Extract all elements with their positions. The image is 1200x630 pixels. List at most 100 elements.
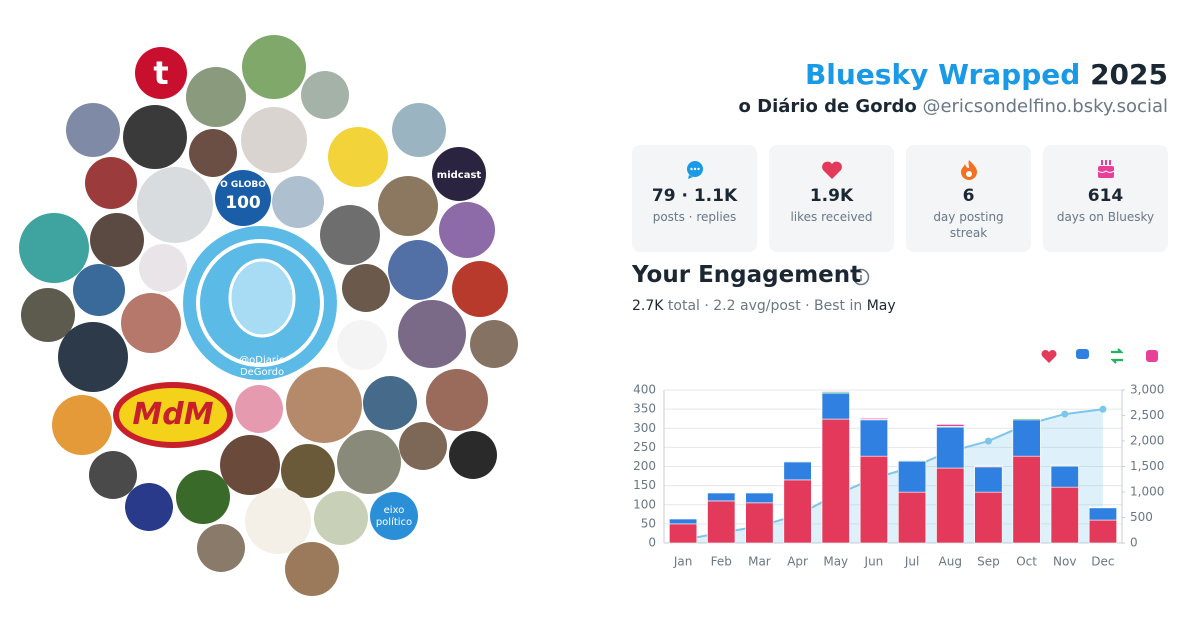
- avatar-text: eixo: [384, 505, 405, 516]
- legend: [1041, 348, 1158, 364]
- y2-tick-label: 500: [1130, 510, 1153, 524]
- avatar-text: 100: [225, 193, 261, 213]
- bar-segment: [745, 502, 774, 544]
- stat-card: 6 day posting streak: [906, 145, 1031, 252]
- avatar-cloud: t O GLOBO 100 midcast MdM eixo político …: [19, 35, 518, 596]
- x-tick-label: Sep: [977, 555, 1000, 569]
- x-tick-label: Apr: [787, 555, 808, 569]
- bar-segment: [1050, 465, 1079, 488]
- year: 2025: [1090, 58, 1168, 91]
- avatar-text: midcast: [437, 170, 482, 181]
- avatar-text: O GLOBO: [220, 180, 266, 190]
- icon: [822, 161, 842, 179]
- icon: [687, 161, 703, 179]
- x-tick-label: Nov: [1053, 555, 1076, 569]
- x-tick-label: May: [823, 555, 848, 569]
- stat-card: 79 · 1.1K posts · replies: [632, 145, 757, 252]
- y2-tick-label: 3,000: [1130, 383, 1164, 397]
- bar-segment: [821, 418, 850, 544]
- x-tick-label: Aug: [939, 555, 962, 569]
- icon: [961, 160, 977, 180]
- x-tick-label: Oct: [1016, 555, 1037, 569]
- display-name: o Diário de Gordo: [738, 96, 917, 117]
- line-point: [1099, 405, 1107, 413]
- y-tick-label: 50: [641, 516, 656, 530]
- x-tick-label: Dec: [1091, 555, 1114, 569]
- stat-label: day posting streak: [933, 210, 1004, 240]
- legend-icon: [1110, 348, 1124, 364]
- best-month: May: [866, 298, 896, 314]
- avatar-text: político: [376, 516, 412, 528]
- y2-tick-label: 0: [1130, 536, 1138, 550]
- stat-label: days on Bluesky: [1056, 210, 1155, 224]
- info-icon-dot: [860, 271, 862, 273]
- summary-text: total · 2.2 avg/post · Best in: [667, 298, 863, 314]
- bar-segment: [783, 461, 812, 481]
- bar-segment: [669, 518, 698, 525]
- bar-segment: [1050, 486, 1079, 544]
- x-tick-label: Feb: [711, 555, 732, 569]
- y-tick-label: 100: [633, 497, 656, 511]
- info-icon[interactable]: [852, 268, 870, 286]
- avatar-text: t: [153, 54, 168, 92]
- bar-segment: [974, 491, 1003, 544]
- y2-tick-label: 1,000: [1130, 485, 1164, 499]
- line-point: [1061, 410, 1069, 418]
- bar-segment: [1012, 419, 1041, 457]
- summary: 2.7K total · 2.2 avg/post · Best in May: [632, 298, 896, 314]
- y2-tick-label: 2,500: [1130, 408, 1164, 422]
- bar-segment: [859, 419, 888, 457]
- stat-card: 1.9K likes received: [769, 145, 894, 252]
- avatar-text: DeGordo: [240, 367, 284, 378]
- stat-card: 614 days on Bluesky: [1043, 145, 1168, 252]
- legend-icon: [1076, 349, 1089, 359]
- bar-segment: [859, 418, 888, 420]
- bar-segment: [1088, 519, 1117, 544]
- legend-icon: [1146, 350, 1158, 362]
- bar-segment: [707, 492, 736, 502]
- subtitle: o Diário de Gordo @ericsondelfino.bsky.s…: [739, 96, 1169, 117]
- bar-segment: [936, 426, 965, 469]
- y2-tick-label: 1,500: [1130, 459, 1164, 473]
- stat-label: likes received: [790, 210, 873, 224]
- x-tick-label: Jan: [673, 555, 693, 569]
- bar-segment: [707, 500, 736, 544]
- bar-segment: [1012, 455, 1041, 544]
- bar-segment: [936, 467, 965, 544]
- bar-segment: [859, 455, 888, 544]
- bar-segment: [898, 460, 927, 493]
- line-point: [984, 437, 992, 445]
- bar-segment: [936, 424, 965, 427]
- y-tick-label: 350: [633, 402, 656, 416]
- bar-segment: [974, 466, 1003, 493]
- avatar-text: @oDiario: [239, 355, 285, 366]
- y-tick-label: 0: [648, 536, 656, 550]
- y-tick-label: 200: [633, 459, 656, 473]
- icon: [1097, 160, 1115, 178]
- bar-segment: [783, 479, 812, 544]
- handle: @ericsondelfino.bsky.social: [922, 96, 1168, 117]
- bar-segment: [669, 523, 698, 544]
- y-tick-label: 250: [633, 440, 656, 454]
- stat-value: 614: [1087, 186, 1124, 206]
- chart: 0 50 100 150 200 250 300 350 400 0 500 1,000 1,500 2,…: [633, 383, 1164, 569]
- bar-segment: [821, 392, 850, 420]
- bar-segment: [1088, 507, 1117, 521]
- x-tick-label: Mar: [748, 555, 771, 569]
- y-tick-label: 150: [633, 478, 656, 492]
- y-tick-label: 400: [633, 383, 656, 397]
- x-tick-label: Jun: [864, 555, 884, 569]
- bar-segment: [745, 492, 774, 504]
- total: 2.7K: [632, 298, 664, 314]
- brand: Bluesky Wrapped: [804, 58, 1081, 91]
- y2-tick-label: 2,000: [1130, 434, 1164, 448]
- avatar-text: MdM: [132, 397, 213, 432]
- stat-value: 6: [962, 186, 975, 206]
- y-tick-label: 300: [633, 421, 656, 435]
- title: Bluesky Wrapped 2025: [805, 58, 1168, 91]
- legend-icon: [1041, 349, 1057, 363]
- x-tick-label: Jul: [904, 555, 919, 569]
- stat-value: 1.9K: [809, 186, 854, 206]
